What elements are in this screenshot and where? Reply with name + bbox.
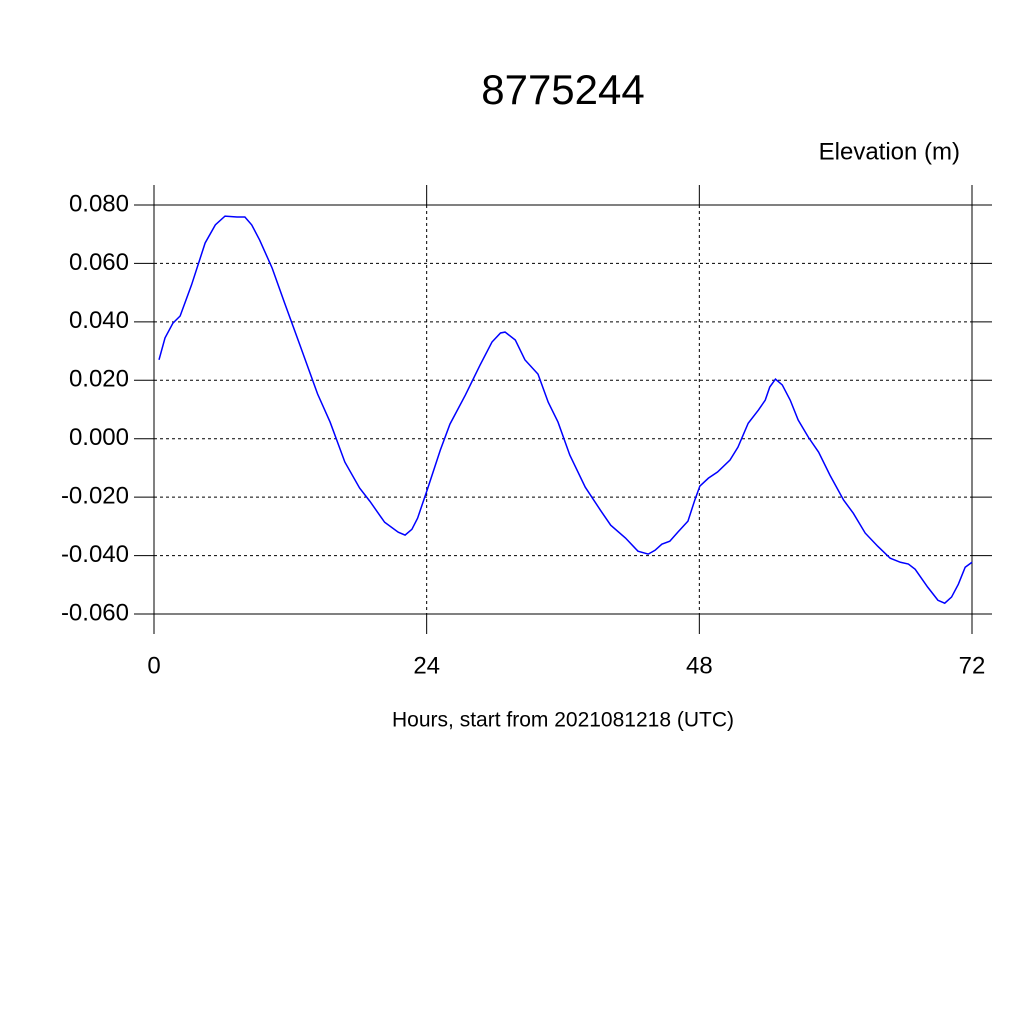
data-line: [158, 215, 973, 605]
y-tick-label: -0.020: [61, 482, 129, 509]
y-tick-label: -0.060: [61, 599, 129, 626]
y-tick-label: -0.040: [61, 541, 129, 568]
y-tick-label: 0.020: [69, 366, 129, 393]
x-tick-label: 0: [147, 652, 160, 679]
chart-subtitle: Elevation (m): [819, 138, 960, 165]
y-tick-label: 0.080: [69, 190, 129, 217]
x-axis-label: Hours, start from 2021081218 (UTC): [392, 709, 734, 732]
y-tick-label: 0.000: [69, 424, 129, 451]
x-tick-label: 24: [413, 652, 440, 679]
chart-title: 8775244: [481, 66, 645, 113]
plot-frame: [153, 204, 973, 615]
y-tick-label: 0.040: [69, 307, 129, 334]
x-tick-label: 48: [686, 652, 713, 679]
y-tick-label: 0.060: [69, 249, 129, 276]
x-tick-label: 72: [959, 652, 986, 679]
